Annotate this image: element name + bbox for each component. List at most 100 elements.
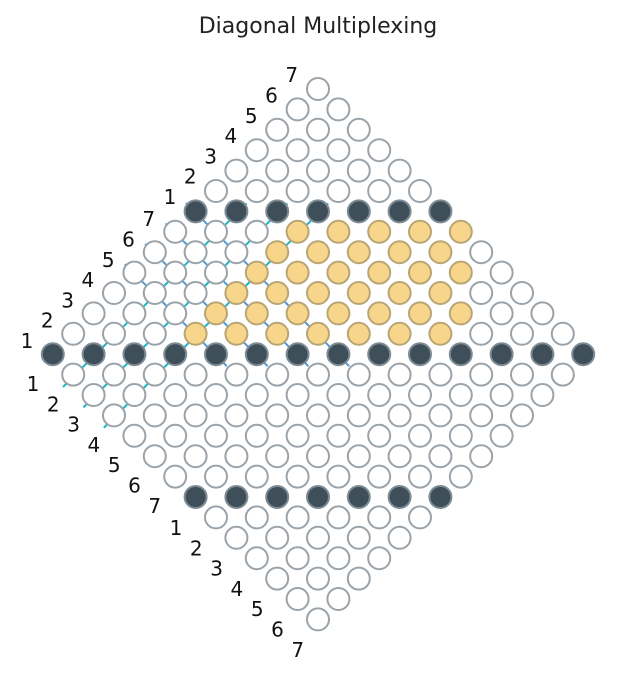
lattice-node-yellow	[265, 240, 290, 265]
lattice-node-empty	[448, 383, 473, 407]
index-label: 3	[204, 144, 217, 168]
lattice-node-dark	[224, 485, 249, 509]
lattice-node-yellow	[204, 301, 228, 326]
lattice-node-dark	[81, 342, 106, 367]
lattice-node-empty	[326, 138, 351, 163]
lattice-node-yellow	[346, 281, 371, 305]
lattice-node-yellow	[326, 301, 351, 326]
lattice-node-empty	[550, 362, 575, 387]
index-label: 6	[265, 84, 278, 108]
lattice-node-empty	[244, 219, 269, 244]
blue-line-3	[144, 243, 269, 367]
lattice-node-empty	[408, 505, 432, 530]
lattice-node-empty	[265, 117, 290, 142]
lattice-node-yellow	[244, 301, 269, 326]
lattice-node-empty	[469, 240, 494, 265]
lattice-node-empty	[285, 383, 310, 407]
lattice-node-empty	[387, 158, 412, 183]
lattice-node-empty	[102, 403, 126, 428]
lattice-node-empty	[326, 505, 351, 530]
lattice-node-yellow	[367, 219, 392, 244]
lattice-node-empty	[61, 321, 86, 346]
lattice-node-empty	[142, 362, 167, 387]
lattice-node-yellow	[448, 219, 473, 244]
lattice-node-empty	[204, 179, 228, 203]
lattice-node-empty	[530, 301, 555, 326]
lattice-node-empty	[142, 240, 167, 265]
lattice-node-empty	[428, 444, 453, 469]
lattice-node-empty	[61, 362, 86, 387]
index-label: 5	[245, 104, 258, 128]
index-label: 7	[142, 207, 155, 231]
lattice-node-empty	[265, 525, 290, 550]
lattice-node-yellow	[408, 301, 432, 326]
lattice-node-yellow	[244, 260, 269, 285]
lattice-node-empty	[448, 423, 473, 448]
lattice-node-empty	[102, 321, 126, 346]
lattice-node-yellow	[428, 321, 453, 346]
lattice-node-empty	[163, 301, 188, 326]
lattice-node-empty	[306, 158, 330, 183]
lattice-node-empty	[306, 566, 330, 591]
lattice-node-yellow	[265, 281, 290, 305]
index-label: 1	[170, 516, 183, 540]
lattice-node-empty	[183, 240, 208, 265]
lattice-node-dark	[244, 342, 269, 367]
index-label: 2	[41, 309, 54, 333]
lattice-node-yellow	[346, 321, 371, 346]
lattice-node-empty	[244, 383, 269, 407]
lattice-node-yellow	[224, 281, 249, 305]
lattice-node-empty	[142, 281, 167, 305]
lattice-node-empty	[183, 444, 208, 469]
lattice-node-yellow	[428, 281, 453, 305]
lattice-node-empty	[81, 301, 106, 326]
lattice-node-yellow	[306, 281, 330, 305]
lattice-node-dark	[367, 342, 392, 367]
lattice-node-yellow	[367, 260, 392, 285]
lattice-node-dark	[571, 342, 596, 367]
lattice-node-empty	[224, 403, 249, 428]
lattice-node-empty	[285, 138, 310, 163]
index-label: 2	[47, 392, 60, 416]
lattice-node-empty	[285, 423, 310, 448]
lattice-node-empty	[163, 219, 188, 244]
lattice-node-yellow	[183, 321, 208, 346]
lattice-node-empty	[183, 403, 208, 428]
lattice-node-empty	[469, 444, 494, 469]
lattice-node-yellow	[285, 301, 310, 326]
lattice-node-empty	[387, 362, 412, 387]
lattice-node-dark	[530, 342, 555, 367]
lattice-node-dark	[489, 342, 514, 367]
lattice-node-empty	[408, 464, 432, 489]
lattice-node-empty	[448, 464, 473, 489]
lattice-node-empty	[306, 607, 330, 632]
lattice-node-empty	[142, 444, 167, 469]
index-label: 4	[88, 433, 101, 457]
index-label: 3	[210, 557, 223, 581]
lattice-node-empty	[265, 566, 290, 591]
lattice-node-empty	[102, 362, 126, 387]
lattice-node-empty	[346, 362, 371, 387]
lattice-node-empty	[244, 179, 269, 203]
lattice-node-dark	[183, 199, 208, 224]
lattice-node-empty	[204, 505, 228, 530]
index-label: 7	[148, 494, 161, 518]
lattice-node-empty	[469, 403, 494, 428]
lattice-node-dark	[448, 342, 473, 367]
lattice-node-yellow	[387, 321, 412, 346]
lattice-node-empty	[122, 301, 147, 326]
index-label: 4	[225, 124, 238, 148]
lattice-node-empty	[489, 383, 514, 407]
lattice-node-dark	[306, 485, 330, 509]
lattice-node-empty	[469, 321, 494, 346]
lattice-node-dark	[346, 199, 371, 224]
lattice-node-empty	[346, 117, 371, 142]
lattice-node-dark	[224, 199, 249, 224]
index-label: 3	[67, 413, 80, 437]
lattice-node-empty	[346, 444, 371, 469]
lattice-node-empty	[489, 260, 514, 285]
lattice-node-yellow	[448, 260, 473, 285]
lattice-node-empty	[367, 423, 392, 448]
